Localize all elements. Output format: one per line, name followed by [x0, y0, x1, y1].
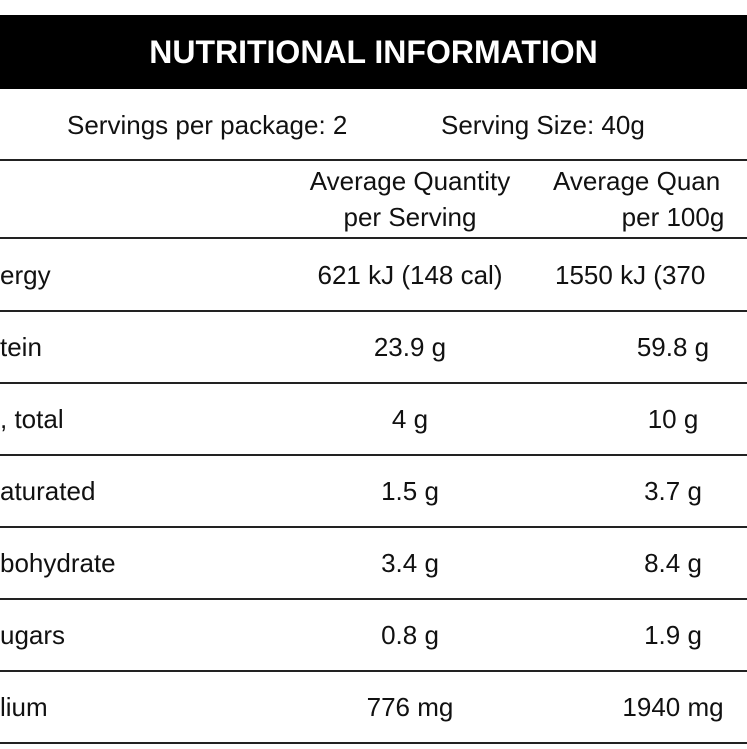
- nutrient-name: bohydrate: [0, 548, 116, 578]
- per-100g: 3.7 g: [644, 476, 702, 506]
- per-100g: 59.8 g: [636, 332, 710, 362]
- per-100g: 1940 mg: [622, 692, 724, 722]
- per-100g: 1.9 g: [644, 620, 702, 650]
- serving-size: Serving Size: 40g: [441, 110, 645, 140]
- per-serving: 23.9 g: [373, 332, 447, 362]
- per-serving: 1.5 g: [381, 476, 439, 506]
- nutrient-name: ugars: [0, 620, 66, 650]
- rule: [0, 526, 747, 528]
- nutrient-name: ergy: [0, 260, 51, 290]
- per-100g: 1550 kJ (370: [555, 260, 706, 290]
- per-serving: 0.8 g: [381, 620, 439, 650]
- nutrient-name: tein: [0, 332, 42, 362]
- rule: [0, 310, 747, 312]
- rule: [0, 382, 747, 384]
- nutrient-name: lium: [0, 692, 48, 722]
- col-header: per Serving: [343, 202, 477, 232]
- col-header: Average Quan: [553, 166, 721, 196]
- per-100g: 8.4 g: [644, 548, 702, 578]
- rule: [0, 159, 747, 161]
- per-serving: 3.4 g: [381, 548, 439, 578]
- rule: [0, 598, 747, 600]
- title-bar: [0, 15, 747, 89]
- rule: [0, 237, 747, 239]
- rule: [0, 742, 747, 744]
- col-header: Average Quantity: [309, 166, 511, 196]
- per-serving: 776 mg: [366, 692, 454, 722]
- per-serving: 621 kJ (148 cal): [317, 260, 503, 290]
- nutrient-name: , total: [0, 404, 64, 434]
- rule: [0, 454, 747, 456]
- per-100g: 10 g: [647, 404, 699, 434]
- title: NUTRITIONAL INFORMATION: [149, 34, 598, 70]
- per-serving: 4 g: [391, 404, 429, 434]
- servings-per-package: Servings per package: 2: [67, 110, 348, 140]
- nutrient-name: aturated: [0, 476, 96, 506]
- col-header: per 100g: [621, 202, 725, 232]
- rule: [0, 670, 747, 672]
